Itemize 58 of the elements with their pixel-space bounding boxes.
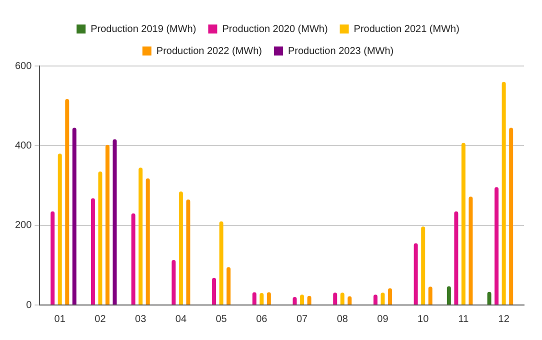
bar — [146, 178, 150, 304]
bar — [333, 292, 338, 304]
bar — [388, 288, 392, 304]
legend-label: Production 2019 (MWh) — [90, 24, 196, 35]
legend-label: Production 2021 (MWh) — [354, 24, 460, 35]
bar — [266, 292, 271, 304]
bar — [502, 82, 506, 304]
bar — [212, 278, 216, 304]
x-tick-label: 04 — [175, 314, 187, 325]
y-tick-label: 0 — [26, 300, 32, 311]
x-tick-label: 08 — [336, 314, 348, 325]
bar — [380, 292, 385, 304]
bar — [172, 260, 176, 304]
bar — [90, 198, 95, 304]
bar — [446, 286, 451, 304]
x-tick-label: 10 — [418, 314, 430, 325]
bar — [72, 128, 76, 304]
bar — [112, 139, 117, 304]
bar — [487, 292, 492, 304]
x-tick-label: 01 — [54, 314, 66, 325]
bar — [186, 199, 190, 304]
x-tick-label: 06 — [256, 314, 268, 325]
bar — [300, 294, 304, 304]
bar — [509, 128, 514, 304]
legend-label: Production 2022 (MWh) — [156, 46, 262, 57]
x-tick-label: 03 — [135, 314, 147, 325]
y-tick-label: 400 — [14, 140, 32, 152]
bar — [340, 292, 344, 304]
bar — [178, 191, 183, 304]
y-tick-label: 600 — [14, 60, 32, 72]
bar — [428, 286, 432, 304]
bar — [468, 196, 473, 304]
x-tick-label: 09 — [377, 314, 389, 325]
x-tick-label: 05 — [216, 314, 228, 325]
bar — [138, 168, 143, 304]
x-tick-label: 07 — [296, 314, 308, 325]
bar — [494, 187, 499, 304]
y-tick-label: 200 — [14, 220, 32, 232]
bar — [421, 226, 426, 304]
bar — [454, 211, 458, 304]
legend-label: Production 2023 (MWh) — [288, 46, 394, 57]
legend-label: Production 2020 (MWh) — [222, 24, 328, 35]
bar — [105, 144, 110, 304]
bar — [461, 142, 466, 304]
bar — [226, 267, 231, 304]
bar — [98, 172, 102, 304]
bar — [260, 293, 264, 304]
bar — [373, 294, 378, 304]
bar — [131, 213, 136, 304]
bar — [414, 243, 418, 304]
bar — [219, 221, 224, 304]
x-tick-label: 11 — [458, 314, 470, 325]
x-tick-label: 02 — [94, 314, 106, 325]
bar — [58, 154, 62, 304]
bar — [65, 99, 70, 304]
x-tick-label: 12 — [498, 314, 510, 325]
bar — [252, 292, 256, 304]
bar — [50, 211, 55, 304]
